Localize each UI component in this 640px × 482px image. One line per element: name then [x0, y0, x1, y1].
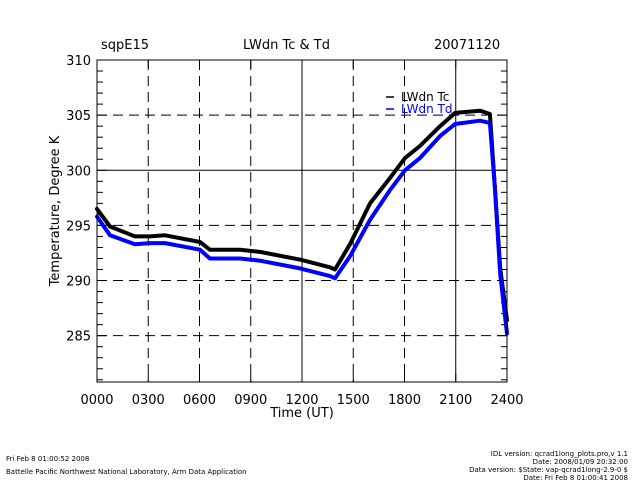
x-tick-label: 1800: [388, 393, 421, 408]
legend-label: LWdn Td: [401, 102, 452, 116]
footer-organization: Battelle Pacific Northwest National Labo…: [6, 468, 247, 476]
y-tick-labels: 285 290 295 300 305 310: [66, 54, 91, 345]
legend-label: LWdn Tc: [401, 90, 449, 104]
series-line-tc: [95, 108, 509, 323]
footer-idl-version: IDL version: qcrad1long_plots.pro,v 1.1: [490, 450, 628, 458]
y-tick-label: 300: [66, 164, 91, 179]
y-tick-label: 285: [66, 330, 91, 345]
x-tick-label: 0000: [80, 393, 113, 408]
x-tick-label: 1200: [285, 393, 318, 408]
footer-timestamp: Fri Feb 8 01:00:52 2008: [6, 455, 90, 463]
y-tick-label: 295: [66, 219, 91, 234]
grid: [97, 60, 507, 382]
site-label: sqpE15: [101, 38, 150, 53]
y-tick-label: 305: [66, 109, 91, 124]
y-tick-label: 310: [66, 54, 91, 69]
y-tick-label: 290: [66, 275, 91, 290]
date-label: 20071120: [434, 38, 501, 53]
y-axis-label: Temperature, Degree K: [48, 135, 63, 287]
x-tick-label: 0900: [234, 393, 267, 408]
series-lines: [95, 108, 509, 336]
series-line-td: [95, 118, 509, 336]
x-tick-label: 0300: [132, 393, 165, 408]
chart-title: LWdn Tc & Td: [243, 38, 331, 53]
x-tick-label: 2400: [490, 393, 523, 408]
x-axis-label: Time (UT): [269, 406, 334, 421]
x-tick-label: 2100: [439, 393, 472, 408]
x-tick-labels: 0000 0300 0600 0900 1200 1500 1800 2100 2400: [80, 393, 523, 408]
footer-data-date: Date: Fri Feb 8 01:00:41 2008: [523, 474, 628, 482]
x-tick-label: 0600: [183, 393, 216, 408]
footer-idl-date: Date: 2008/01/09 20:32:00: [532, 458, 628, 466]
plot-frame: [96, 59, 508, 383]
x-tick-label: 1500: [337, 393, 370, 408]
footer-data-version: Data version: $State: vap-qcrad1long-2.9…: [469, 466, 628, 474]
